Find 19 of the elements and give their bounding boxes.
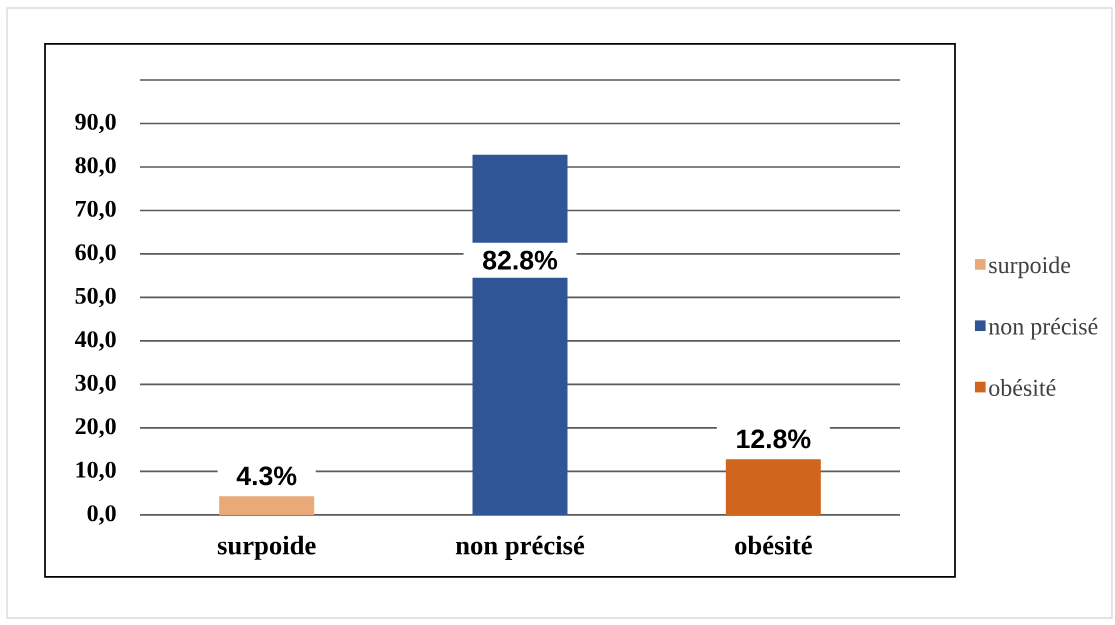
y-tick-label: 40,0 (74, 331, 116, 351)
y-tick-label: 70,0 (76, 200, 116, 221)
x-tick-label: obésité (735, 535, 812, 555)
data-label: 4.3% (236, 466, 297, 486)
x-tick-label: surpoide (217, 535, 316, 560)
data-label: 12.8% (737, 429, 811, 449)
legend-label: obésité (989, 379, 1056, 396)
data-label: 82.8% (483, 250, 558, 270)
y-tick-label: 30,0 (75, 374, 116, 395)
y-tick-label: 20,0 (75, 418, 116, 438)
y-tick-label: 90,0 (75, 113, 116, 134)
legend-label: non précisé (988, 317, 1098, 340)
y-tick-label: 10,0 (76, 461, 116, 482)
y-tick-label: 50,0 (75, 287, 116, 308)
legend-label: surpoide (989, 256, 1071, 279)
y-tick-label: 0,0 (87, 505, 116, 525)
x-tick-label: non précisé (455, 535, 585, 560)
y-tick-label: 60,0 (75, 244, 116, 264)
y-tick-label: 80,0 (75, 157, 116, 177)
